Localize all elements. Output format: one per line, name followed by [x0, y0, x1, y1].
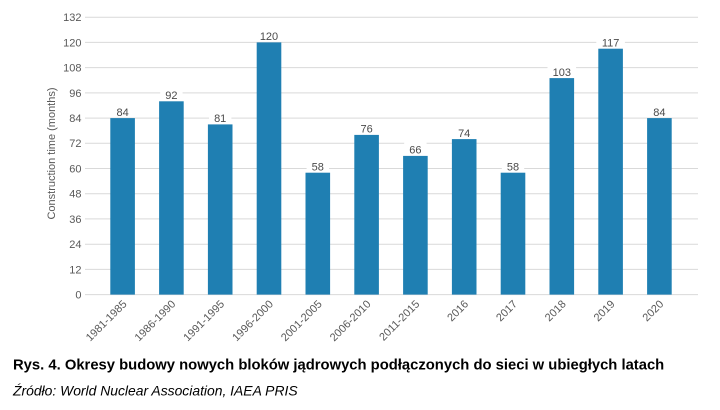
svg-text:108: 108 [63, 63, 81, 75]
svg-text:Źródło: World Nuclear Associat: Źródło: World Nuclear Association, IAEA … [12, 383, 298, 399]
svg-text:92: 92 [165, 90, 177, 102]
svg-text:58: 58 [507, 162, 519, 174]
svg-text:72: 72 [69, 138, 81, 150]
svg-text:Construction time (months): Construction time (months) [46, 87, 58, 219]
svg-text:76: 76 [360, 124, 372, 136]
svg-text:120: 120 [63, 37, 81, 49]
svg-text:24: 24 [69, 239, 81, 251]
svg-text:74: 74 [458, 128, 470, 140]
svg-text:36: 36 [69, 214, 81, 226]
svg-text:132: 132 [63, 12, 81, 24]
svg-text:120: 120 [260, 31, 278, 43]
svg-text:96: 96 [69, 88, 81, 100]
svg-text:60: 60 [69, 163, 81, 175]
svg-text:84: 84 [116, 107, 128, 119]
svg-text:66: 66 [409, 145, 421, 157]
svg-text:12: 12 [69, 264, 81, 276]
svg-text:58: 58 [312, 162, 324, 174]
svg-text:Rys. 4. Okresy budowy nowych b: Rys. 4. Okresy budowy nowych bloków jądr… [13, 358, 664, 374]
svg-text:81: 81 [214, 113, 226, 125]
svg-text:48: 48 [69, 189, 81, 201]
svg-text:0: 0 [75, 290, 81, 302]
svg-text:103: 103 [553, 67, 571, 79]
svg-text:84: 84 [653, 107, 665, 119]
svg-text:84: 84 [69, 113, 81, 125]
svg-text:117: 117 [602, 38, 620, 50]
